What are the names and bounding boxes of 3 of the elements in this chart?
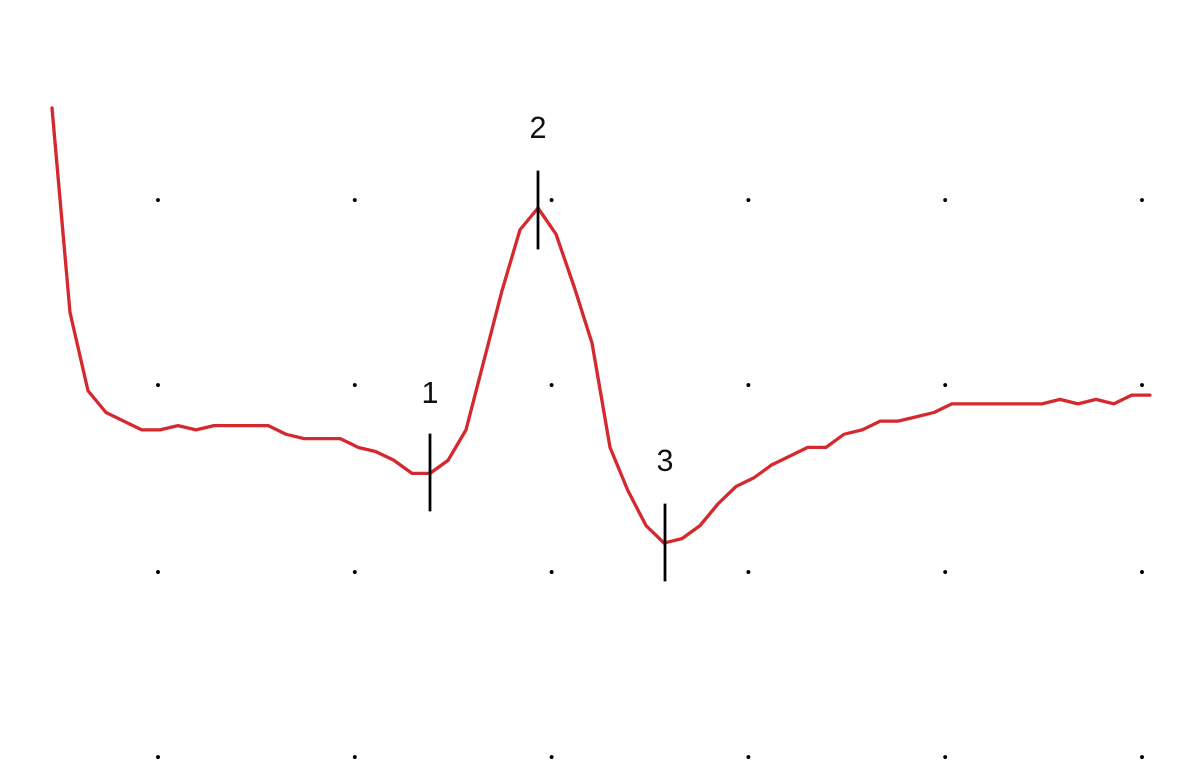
annotation: 3 — [657, 449, 673, 472]
annotation: 1 — [423, 381, 438, 403]
annotation: 2 — [531, 116, 545, 138]
